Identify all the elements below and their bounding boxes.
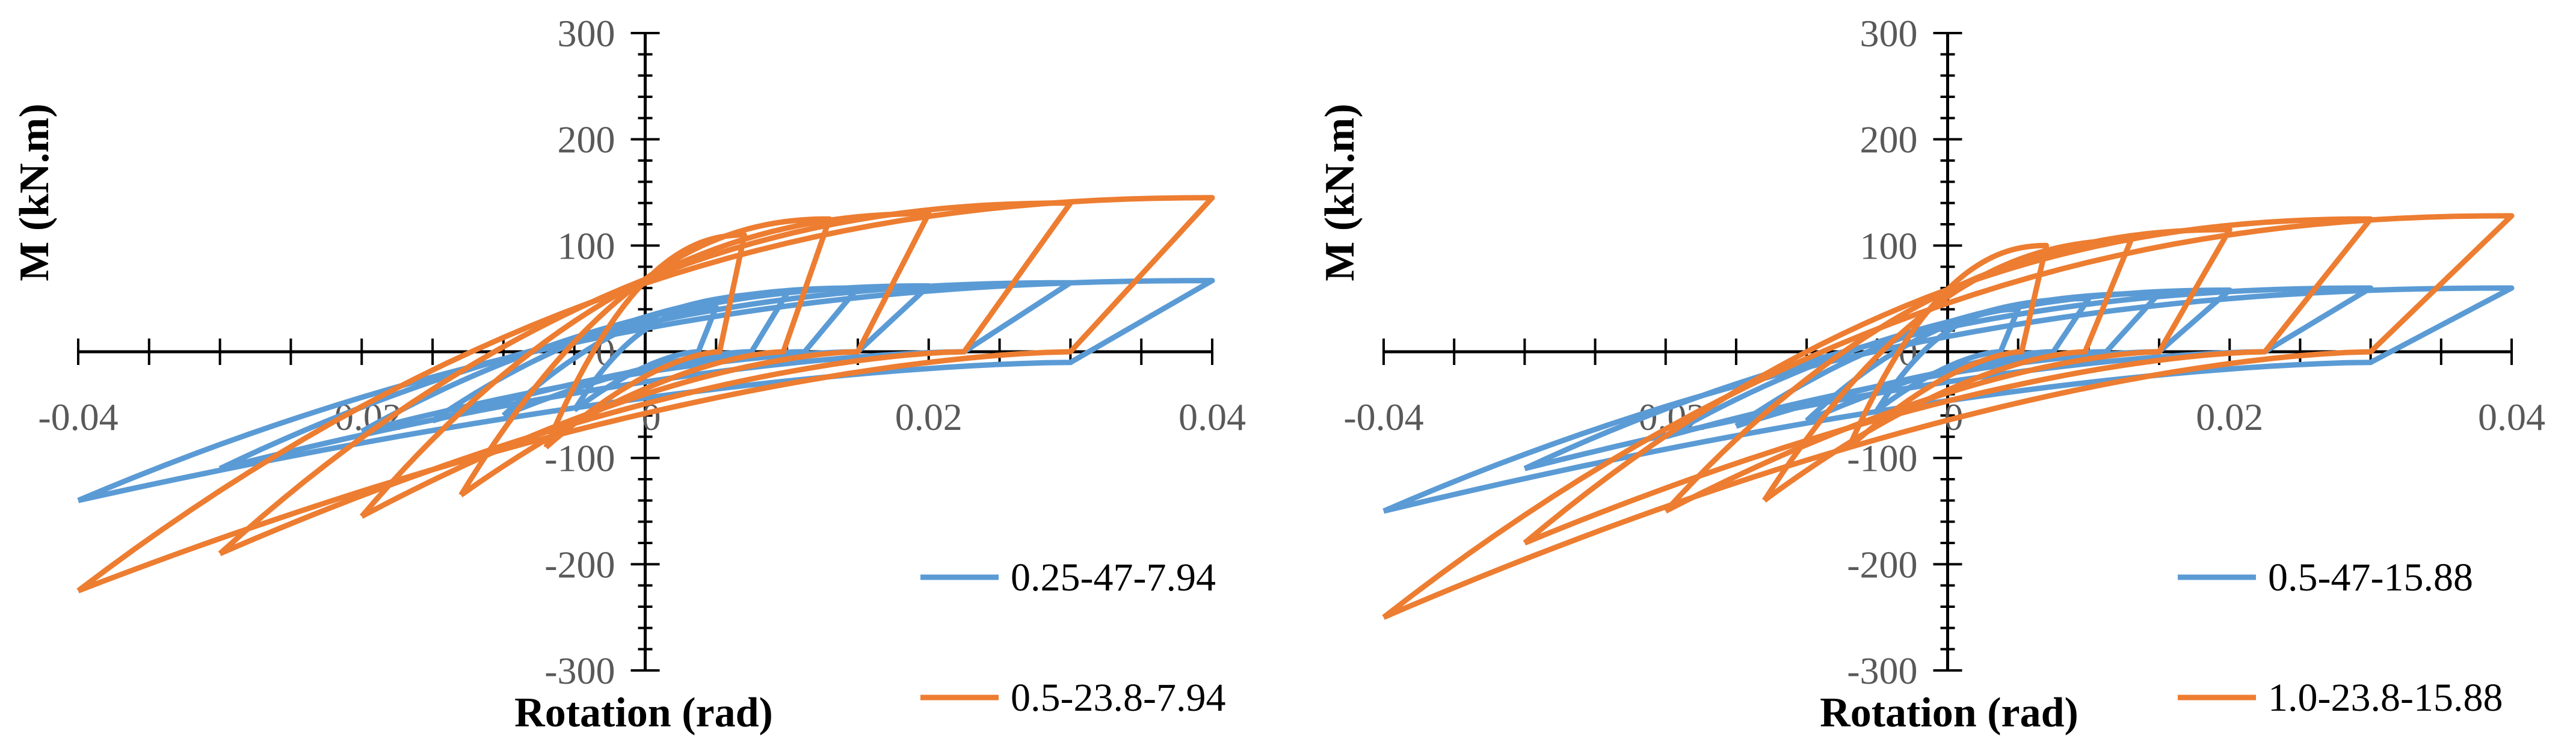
legend-label-series-1: 0.25-47-7.94 bbox=[1011, 556, 1216, 599]
y-tick-label: 300 bbox=[558, 12, 615, 55]
x-tick-label: 0.02 bbox=[895, 396, 963, 438]
legend: 0.25-47-7.94 0.5-23.8-7.94 bbox=[920, 556, 1225, 720]
x-axis-title: Rotation (rad) bbox=[1820, 690, 2078, 736]
series-2-loop bbox=[218, 200, 1073, 556]
y-tick-label: 200 bbox=[1860, 118, 1918, 161]
series-2-loop bbox=[1762, 238, 2134, 503]
y-axis-title: M (kN.m) bbox=[1317, 103, 1363, 281]
series-1-loop bbox=[1523, 285, 2374, 471]
plot-area-right: -0.04 -0.02 0 0.02 0.043002001000-100-200-30… bbox=[1343, 12, 2545, 692]
series-1-loop bbox=[572, 304, 719, 412]
legend-label-series-1: 0.5-47-15.88 bbox=[2268, 556, 2473, 599]
y-tick-label: -300 bbox=[1847, 649, 1917, 692]
series-2-loop bbox=[1523, 216, 2374, 546]
y-tick-label: -300 bbox=[544, 649, 615, 692]
y-tick-label: -200 bbox=[544, 543, 615, 586]
y-tick-label: 100 bbox=[1860, 224, 1918, 267]
legend: 0.5-47-15.88 1.0-23.8-15.88 bbox=[2178, 556, 2503, 720]
chart-left: -0.04 -0.02 0 0.02 0.043002001000-100-200-30… bbox=[11, 12, 1246, 736]
y-tick-label: 200 bbox=[558, 118, 615, 161]
x-tick-label: -0.04 bbox=[38, 396, 118, 438]
series-2-loop bbox=[76, 195, 1215, 593]
legend-label-series-2: 1.0-23.8-15.88 bbox=[2268, 676, 2503, 720]
plot-area-left: -0.04 -0.02 0 0.02 0.043002001000-100-200-30… bbox=[38, 12, 1246, 692]
x-tick-label: 0.04 bbox=[1179, 396, 1246, 438]
series-2 bbox=[76, 195, 1215, 593]
x-tick-label: 0.02 bbox=[2196, 396, 2263, 438]
y-axis-title: M (kN.m) bbox=[11, 103, 58, 281]
legend-label-series-2: 0.5-23.8-7.94 bbox=[1011, 676, 1225, 720]
x-tick-label: 0.04 bbox=[2478, 396, 2545, 438]
x-axis-title: Rotation (rad) bbox=[514, 690, 773, 736]
y-tick-label: 300 bbox=[1860, 12, 1918, 55]
series-2 bbox=[1382, 213, 2515, 620]
y-tick-label: -100 bbox=[544, 437, 615, 480]
x-tick-label: -0.04 bbox=[1343, 396, 1423, 438]
chart-right: -0.04 -0.02 0 0.02 0.043002001000-100-200-30… bbox=[1317, 12, 2545, 736]
y-tick-label: 100 bbox=[558, 224, 615, 267]
series-2-loop bbox=[543, 232, 747, 450]
series-2-loop bbox=[1382, 213, 2515, 620]
y-tick-label: -200 bbox=[1847, 543, 1917, 586]
